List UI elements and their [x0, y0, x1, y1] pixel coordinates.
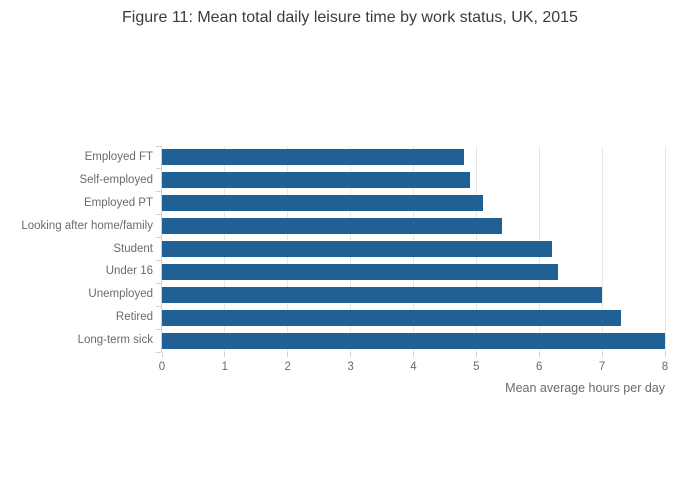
bar [162, 195, 483, 212]
x-axis-tick-label: 5 [473, 361, 480, 373]
y-axis-tick [156, 214, 161, 216]
y-axis-tick [156, 305, 161, 307]
bar [162, 172, 471, 189]
y-axis-category-label: Under 16 [105, 265, 153, 278]
bar [162, 241, 552, 257]
y-axis-category-label: Self-employed [79, 173, 153, 186]
x-axis-title: Mean average hours per day [505, 381, 665, 395]
x-axis-tick [350, 352, 352, 357]
x-axis-tick-label: 4 [410, 361, 417, 373]
x-axis-tick-label: 1 [221, 361, 229, 373]
gridline [601, 146, 603, 352]
gridline [664, 146, 666, 352]
y-axis-tick [156, 259, 161, 261]
x-axis-tick [601, 352, 603, 357]
bar [162, 149, 464, 166]
y-axis-category-label: Employed PT [83, 196, 153, 209]
bar [162, 332, 665, 349]
chart-title: Figure 11: Mean total daily leisure time… [122, 9, 578, 26]
x-axis-tick-label: 7 [598, 361, 606, 373]
x-axis-tick [161, 352, 163, 357]
bar [162, 218, 502, 235]
y-axis-category-label: Long-term sick [77, 334, 153, 347]
y-axis-tick [156, 282, 161, 284]
y-axis-tick [156, 237, 161, 239]
bar [162, 286, 603, 303]
y-axis-tick [156, 191, 161, 193]
y-axis-line [161, 146, 162, 352]
x-axis-tick [413, 352, 414, 357]
x-axis-tick-label: 2 [284, 361, 291, 373]
y-axis-category-label: Retired [115, 311, 153, 324]
x-axis-tick-label: 6 [536, 361, 543, 373]
y-axis-category-label: Unemployed [88, 288, 153, 301]
y-axis-category-label: Looking after home/family [21, 219, 153, 232]
x-axis-tick [224, 352, 226, 357]
x-axis-tick [664, 352, 666, 357]
y-axis-category-label: Employed FT [84, 150, 153, 163]
bar [162, 263, 559, 280]
x-axis-tick [538, 352, 540, 357]
x-axis-tick [287, 352, 289, 357]
y-axis-category-label: Student [113, 242, 153, 255]
x-axis-tick-label: 0 [158, 361, 166, 373]
bar [162, 309, 621, 326]
x-axis-tick-label: 3 [347, 361, 354, 373]
y-axis-tick [156, 351, 161, 353]
x-axis-tick [475, 352, 477, 357]
y-axis-tick [156, 328, 161, 330]
y-axis-tick [156, 145, 161, 147]
x-axis-tick-label: 8 [661, 361, 669, 373]
y-axis-tick [156, 168, 161, 170]
